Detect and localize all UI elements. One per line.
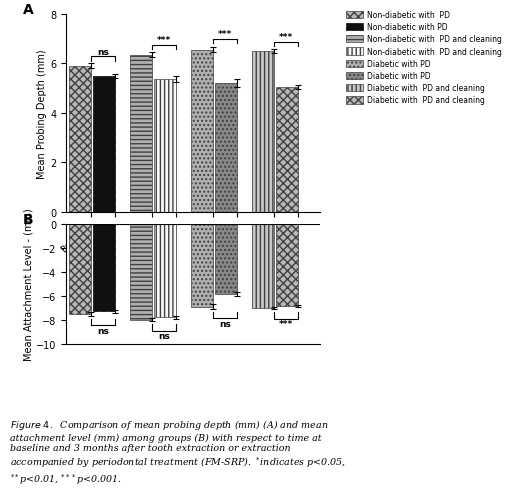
Bar bbox=[130, 224, 152, 320]
Text: B: B bbox=[23, 212, 34, 226]
Bar bbox=[92, 224, 115, 312]
Bar bbox=[215, 224, 237, 294]
Bar bbox=[252, 224, 274, 308]
Bar bbox=[276, 87, 298, 212]
Text: ns: ns bbox=[158, 332, 170, 341]
Text: ***: *** bbox=[157, 36, 171, 45]
Bar bbox=[191, 224, 213, 307]
Y-axis label: Mean Probing Depth (mm): Mean Probing Depth (mm) bbox=[37, 49, 47, 178]
Text: ***: *** bbox=[279, 320, 294, 328]
Legend: Non-diabetic with  PD, Non-diabetic with PD, Non-diabetic with  PD and cleaning,: Non-diabetic with PD, Non-diabetic with … bbox=[344, 9, 504, 107]
Bar bbox=[69, 224, 91, 314]
Bar bbox=[130, 56, 152, 212]
Text: $\mathit{Figure\ 4.}$  Comparison of mean probing depth (mm) (A) and mean
attach: $\mathit{Figure\ 4.}$ Comparison of mean… bbox=[10, 417, 346, 486]
Bar bbox=[191, 50, 213, 212]
Bar bbox=[154, 80, 176, 212]
Bar bbox=[69, 66, 91, 212]
Text: ns: ns bbox=[219, 319, 231, 328]
Text: A: A bbox=[23, 3, 34, 17]
Y-axis label: Mean Attachment Level - (mm): Mean Attachment Level - (mm) bbox=[23, 208, 33, 361]
Text: ***: *** bbox=[279, 33, 294, 42]
Bar bbox=[92, 77, 115, 212]
Text: ***: *** bbox=[218, 30, 233, 39]
Bar bbox=[215, 84, 237, 212]
Text: ns: ns bbox=[98, 326, 109, 335]
Bar bbox=[276, 224, 298, 306]
Bar bbox=[154, 224, 176, 318]
Text: ns: ns bbox=[98, 47, 109, 57]
Bar bbox=[252, 52, 274, 212]
